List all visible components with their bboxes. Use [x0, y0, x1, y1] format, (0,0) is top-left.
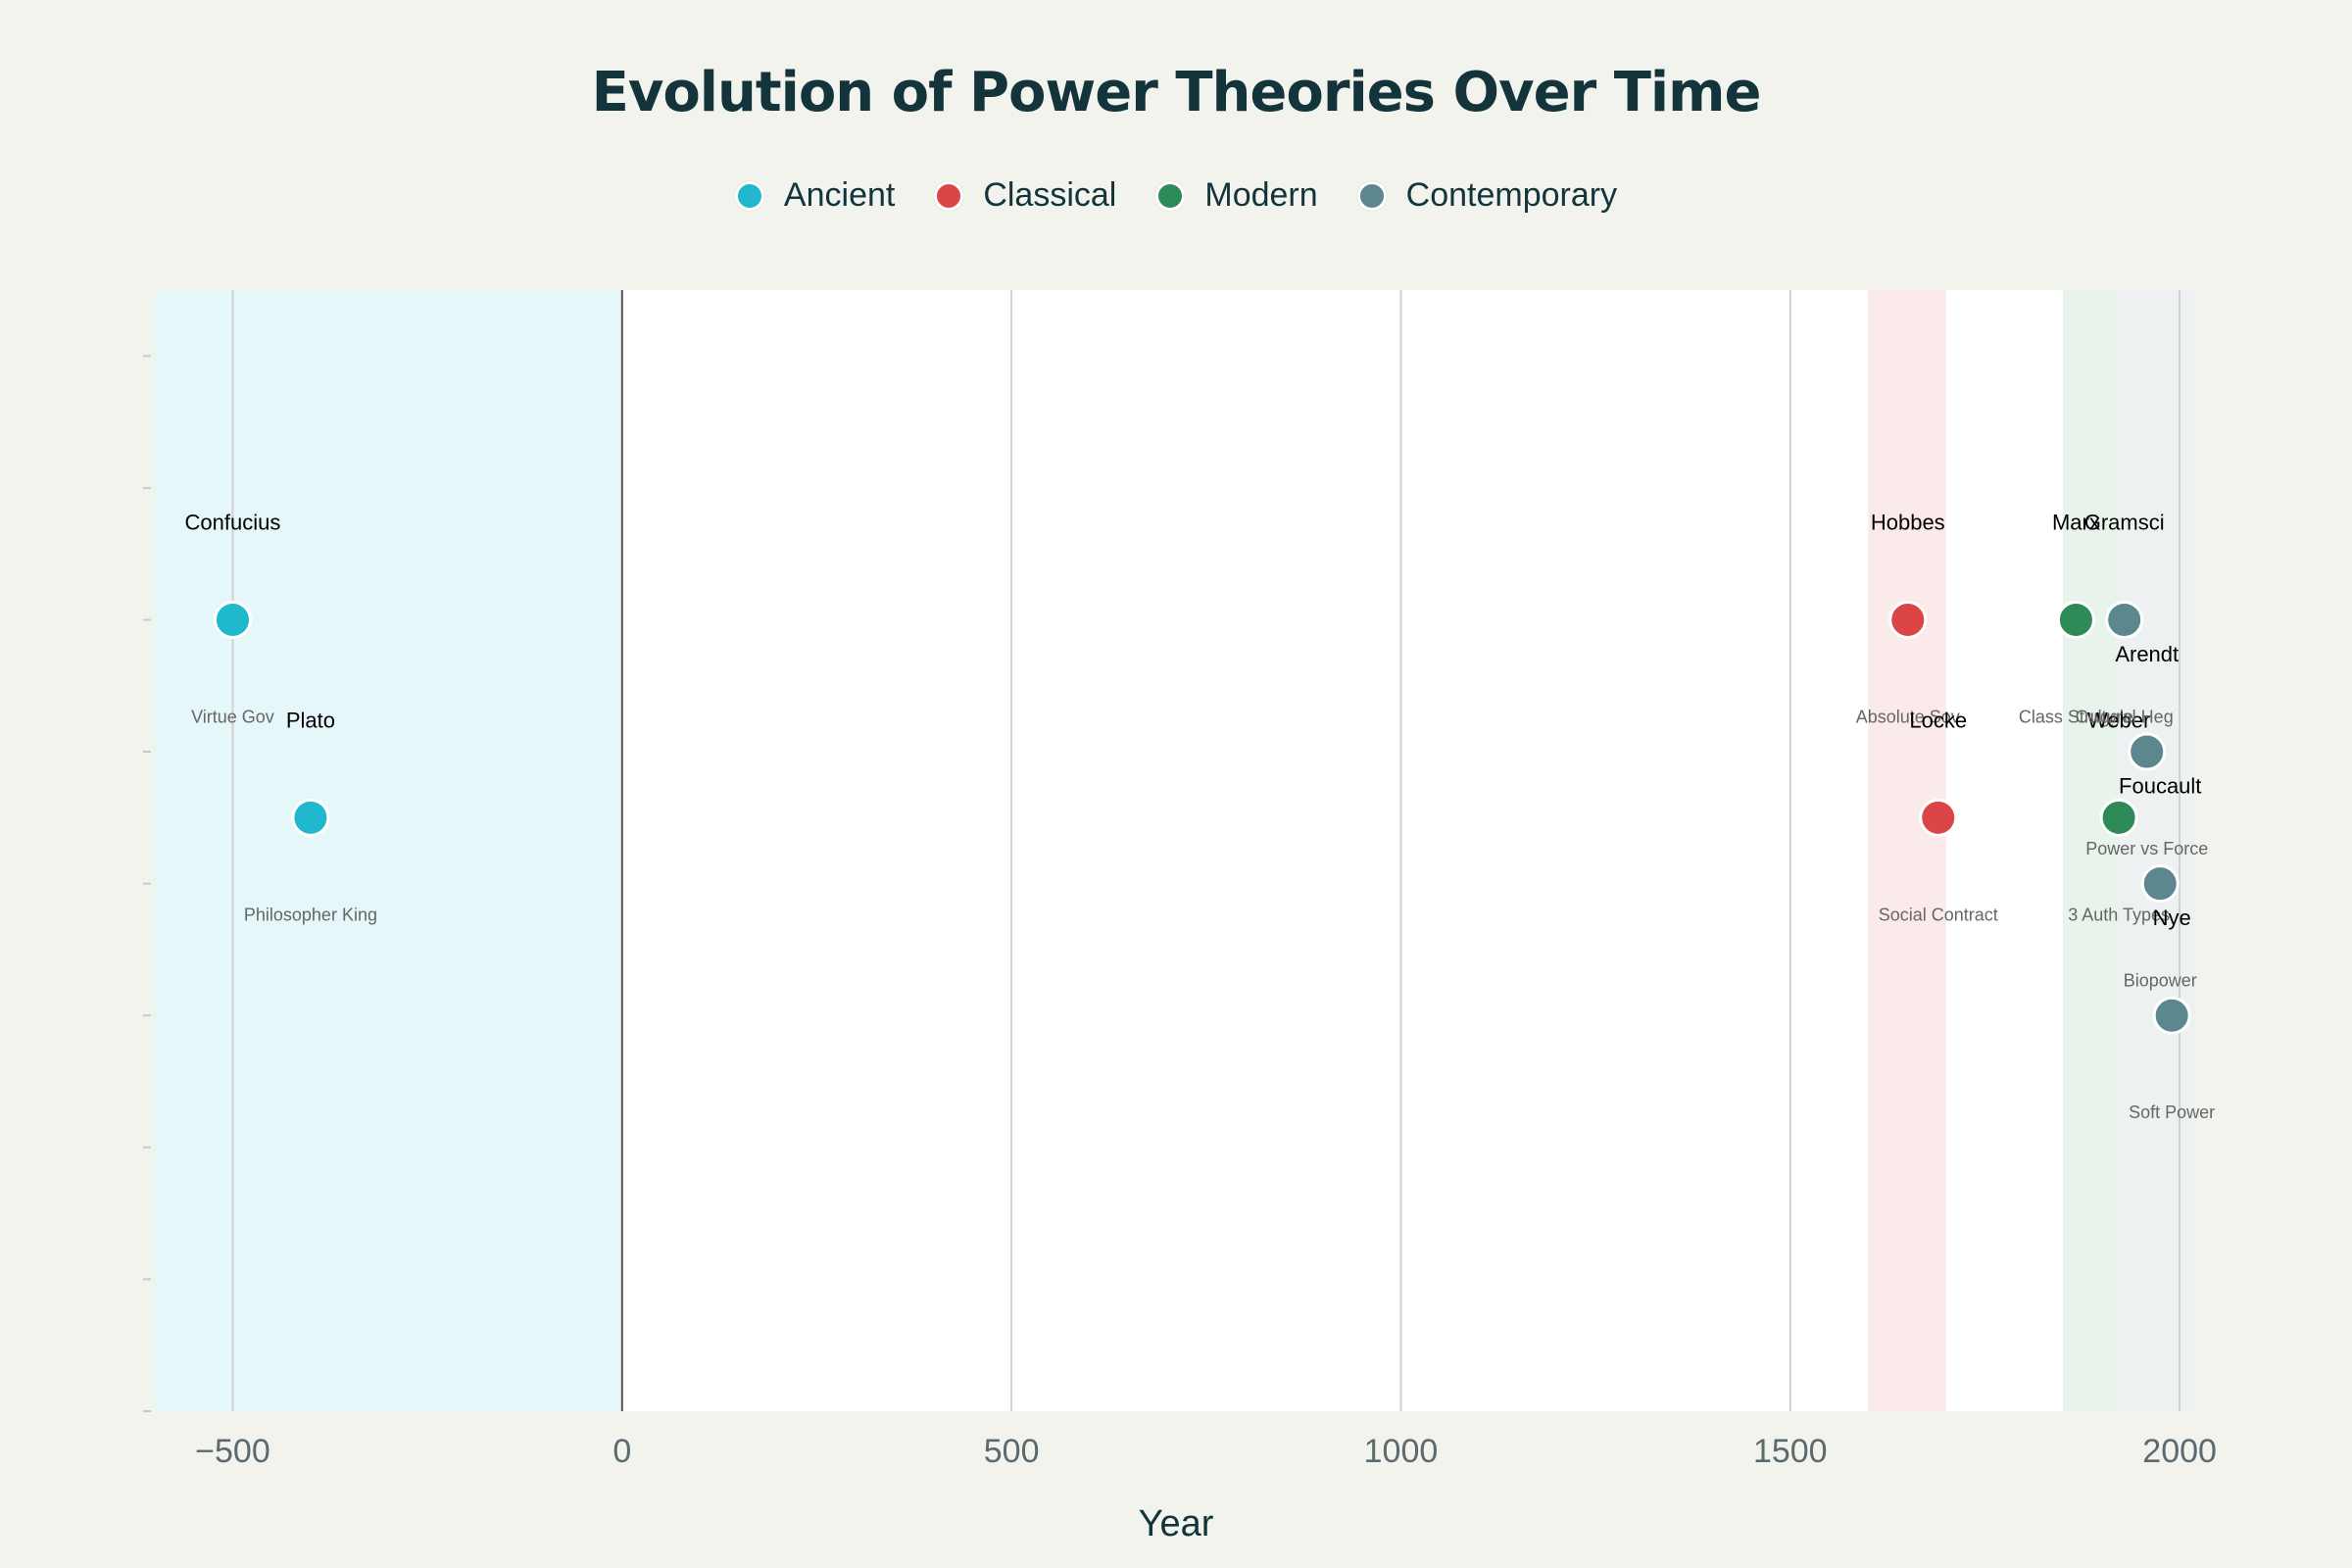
x-tick-label: 1000 — [1364, 1433, 1439, 1470]
point-concept-arendt: Power vs Force — [2085, 839, 2208, 858]
data-point-marx — [2056, 600, 2095, 639]
legend-item-contemporary[interactable]: Contemporary — [1356, 176, 1618, 215]
era-band-ancient — [155, 290, 622, 1411]
data-point-confucius — [213, 600, 252, 639]
point-concept-hobbes: Absolute Sov — [1856, 707, 1960, 726]
point-concept-confucius: Virtue Gov — [191, 707, 274, 726]
era-band-contemporary — [2117, 290, 2195, 1411]
x-tick-label: 0 — [612, 1433, 631, 1470]
point-concept-plato: Philosopher King — [244, 905, 377, 924]
point-name-confucius: Confucius — [185, 510, 281, 534]
data-point-foucault — [2140, 864, 2180, 904]
era-band-classical — [1868, 290, 1946, 1411]
point-name-marx: Marx — [2052, 510, 2100, 534]
data-point-hobbes — [1888, 600, 1928, 639]
point-name-weber: Weber — [2087, 708, 2150, 732]
legend-label-modern: Modern — [1204, 176, 1318, 214]
point-name-locke: Locke — [1909, 708, 1967, 732]
legend-swatch-contemporary — [1356, 180, 1387, 211]
legend-swatch-classical — [934, 180, 964, 211]
point-name-nye: Nye — [2153, 906, 2191, 930]
point-concept-gramsci: Cultural Heg — [2076, 707, 2174, 726]
point-name-foucault: Foucault — [2119, 774, 2201, 799]
legend-swatch-ancient — [734, 180, 764, 211]
point-concept-foucault: Biopower — [2124, 971, 2197, 991]
point-name-hobbes: Hobbes — [1871, 510, 1945, 534]
legend-item-classical[interactable]: Classical — [934, 176, 1116, 215]
legend-label-contemporary: Contemporary — [1405, 176, 1618, 214]
x-tick-label: 2000 — [2142, 1433, 2217, 1470]
point-concept-nye: Soft Power — [2129, 1102, 2215, 1122]
x-tick-label: 500 — [984, 1433, 1040, 1470]
x-axis-title: Year — [1138, 1503, 1214, 1544]
legend-label-classical: Classical — [983, 176, 1117, 214]
point-concept-marx: Class Struggle — [2019, 707, 2133, 726]
legend-item-ancient[interactable]: Ancient — [734, 176, 896, 215]
era-band-modern — [2062, 290, 2118, 1411]
point-name-plato: Plato — [286, 708, 335, 732]
data-point-arendt — [2128, 732, 2167, 771]
legend-item-modern[interactable]: Modern — [1155, 176, 1318, 215]
point-name-gramsci: Gramsci — [2084, 510, 2165, 534]
legend-label-ancient: Ancient — [783, 176, 896, 214]
point-concept-locke: Social Contract — [1879, 905, 1998, 924]
x-tick-label: −500 — [195, 1433, 270, 1470]
data-point-gramsci — [2105, 600, 2144, 639]
data-point-weber — [2099, 798, 2138, 837]
data-point-locke — [1919, 798, 1958, 837]
legend: Ancient Classical Modern Contemporary — [0, 176, 2352, 215]
x-tick-label: 1500 — [1753, 1433, 1828, 1470]
data-point-plato — [291, 798, 330, 837]
chart-title: Evolution of Power Theories Over Time — [591, 61, 1762, 124]
point-name-arendt: Arendt — [2115, 642, 2179, 666]
point-concept-weber: 3 Auth Types — [2068, 905, 2170, 924]
legend-swatch-modern — [1155, 180, 1186, 211]
data-point-nye — [2152, 996, 2191, 1035]
